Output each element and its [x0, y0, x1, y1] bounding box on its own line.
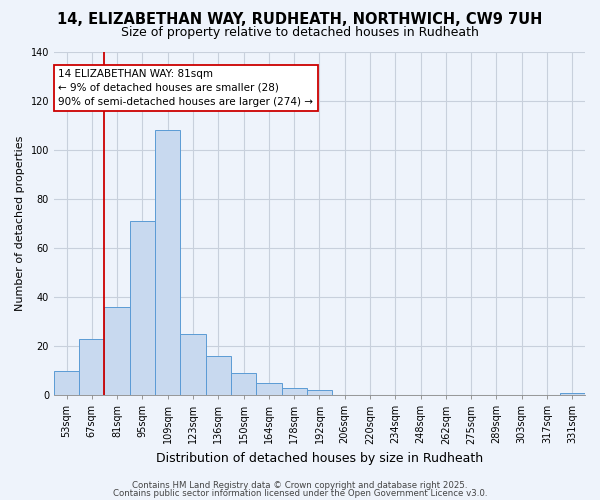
Bar: [54, 370, 79, 395]
Bar: [256, 383, 281, 395]
Text: Contains public sector information licensed under the Open Government Licence v3: Contains public sector information licen…: [113, 489, 487, 498]
Bar: [155, 130, 181, 395]
Bar: [231, 373, 256, 395]
Bar: [281, 388, 307, 395]
Bar: [79, 338, 104, 395]
Text: 14, ELIZABETHAN WAY, RUDHEATH, NORTHWICH, CW9 7UH: 14, ELIZABETHAN WAY, RUDHEATH, NORTHWICH…: [58, 12, 542, 28]
Bar: [130, 221, 155, 395]
Bar: [104, 307, 130, 395]
Bar: [307, 390, 332, 395]
Bar: [206, 356, 231, 395]
Text: 14 ELIZABETHAN WAY: 81sqm
← 9% of detached houses are smaller (28)
90% of semi-d: 14 ELIZABETHAN WAY: 81sqm ← 9% of detach…: [58, 68, 313, 106]
Text: Size of property relative to detached houses in Rudheath: Size of property relative to detached ho…: [121, 26, 479, 39]
Y-axis label: Number of detached properties: Number of detached properties: [15, 136, 25, 311]
Bar: [560, 392, 585, 395]
X-axis label: Distribution of detached houses by size in Rudheath: Distribution of detached houses by size …: [156, 452, 483, 465]
Text: Contains HM Land Registry data © Crown copyright and database right 2025.: Contains HM Land Registry data © Crown c…: [132, 481, 468, 490]
Bar: [181, 334, 206, 395]
